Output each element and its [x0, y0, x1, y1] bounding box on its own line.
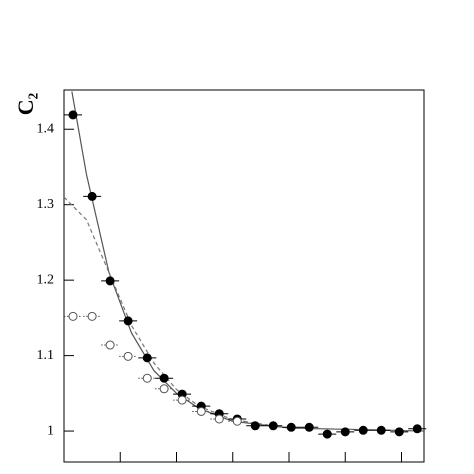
data-point [196, 406, 206, 416]
data-point [268, 421, 278, 431]
data-point [123, 351, 133, 361]
y-tick-label: 1.2 [37, 272, 55, 287]
data-point [394, 427, 404, 437]
data-point [340, 427, 350, 437]
data-point [304, 422, 314, 432]
data-point [87, 191, 97, 201]
data-point [87, 311, 97, 321]
y-tick-label: 1 [47, 423, 54, 438]
y-tick-label: 1.3 [37, 197, 55, 212]
data-point [159, 384, 169, 394]
data-point [412, 424, 422, 434]
data-point [358, 425, 368, 435]
data-point [123, 316, 133, 326]
y-tick-label: 1.1 [37, 348, 55, 363]
data-point [68, 110, 78, 120]
data-point [214, 414, 224, 424]
data-point [250, 421, 260, 431]
data-point [142, 373, 152, 383]
data-point [177, 395, 187, 405]
data-point [286, 422, 296, 432]
y-axis-label: C₂ [13, 92, 38, 115]
data-point [322, 429, 332, 439]
data-point [142, 353, 152, 363]
data-point [159, 373, 169, 383]
data-point [232, 416, 242, 426]
fit-curve [71, 91, 425, 432]
data-point [105, 276, 115, 286]
data-point [68, 311, 78, 321]
fit-curve [63, 196, 425, 432]
data-point [105, 340, 115, 350]
data-point [376, 425, 386, 435]
y-tick-label: 1.4 [37, 121, 55, 136]
plot-frame [63, 89, 425, 463]
